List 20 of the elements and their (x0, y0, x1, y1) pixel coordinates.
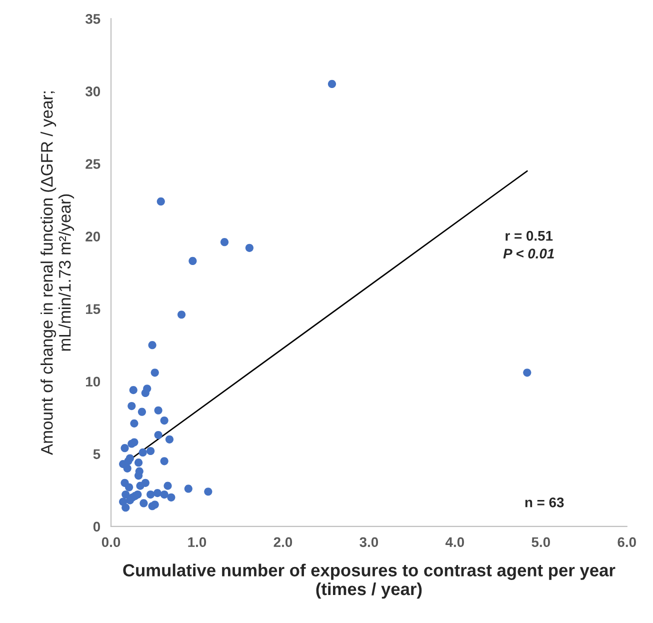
y-axis-title: Amount of change in renal function (ΔGFR / year; mL/min/1.73 m²/year) (40, 92, 74, 456)
x-tick-label: 5.0 (532, 537, 550, 548)
annotation: P < 0.01 (503, 248, 554, 259)
annotation: n = 63 (525, 497, 564, 508)
x-tick-label: 4.0 (445, 537, 464, 548)
y-tick-label: 35 (85, 14, 100, 24)
x-tick-label: 3.0 (360, 537, 378, 548)
y-tick-label: 20 (86, 232, 100, 242)
x-tick-label: 6.0 (618, 537, 636, 548)
annotation: r = 0.51 (506, 230, 553, 241)
x-tick-label: 2.0 (274, 537, 292, 548)
y-tick-label: 30 (85, 86, 100, 96)
x-axis-title: Cumulative number of exposures to contrast agent per year (times / year) (123, 564, 616, 599)
y-tick-label: 0 (93, 522, 100, 532)
y-tick-label: 25 (86, 159, 100, 169)
y-tick-label: 5 (93, 449, 100, 460)
y-tick-label: 10 (86, 376, 100, 387)
x-tick-label: 1.0 (188, 537, 206, 548)
x-tick-label: 0.0 (102, 537, 120, 548)
y-tick-label: 15 (86, 304, 100, 314)
